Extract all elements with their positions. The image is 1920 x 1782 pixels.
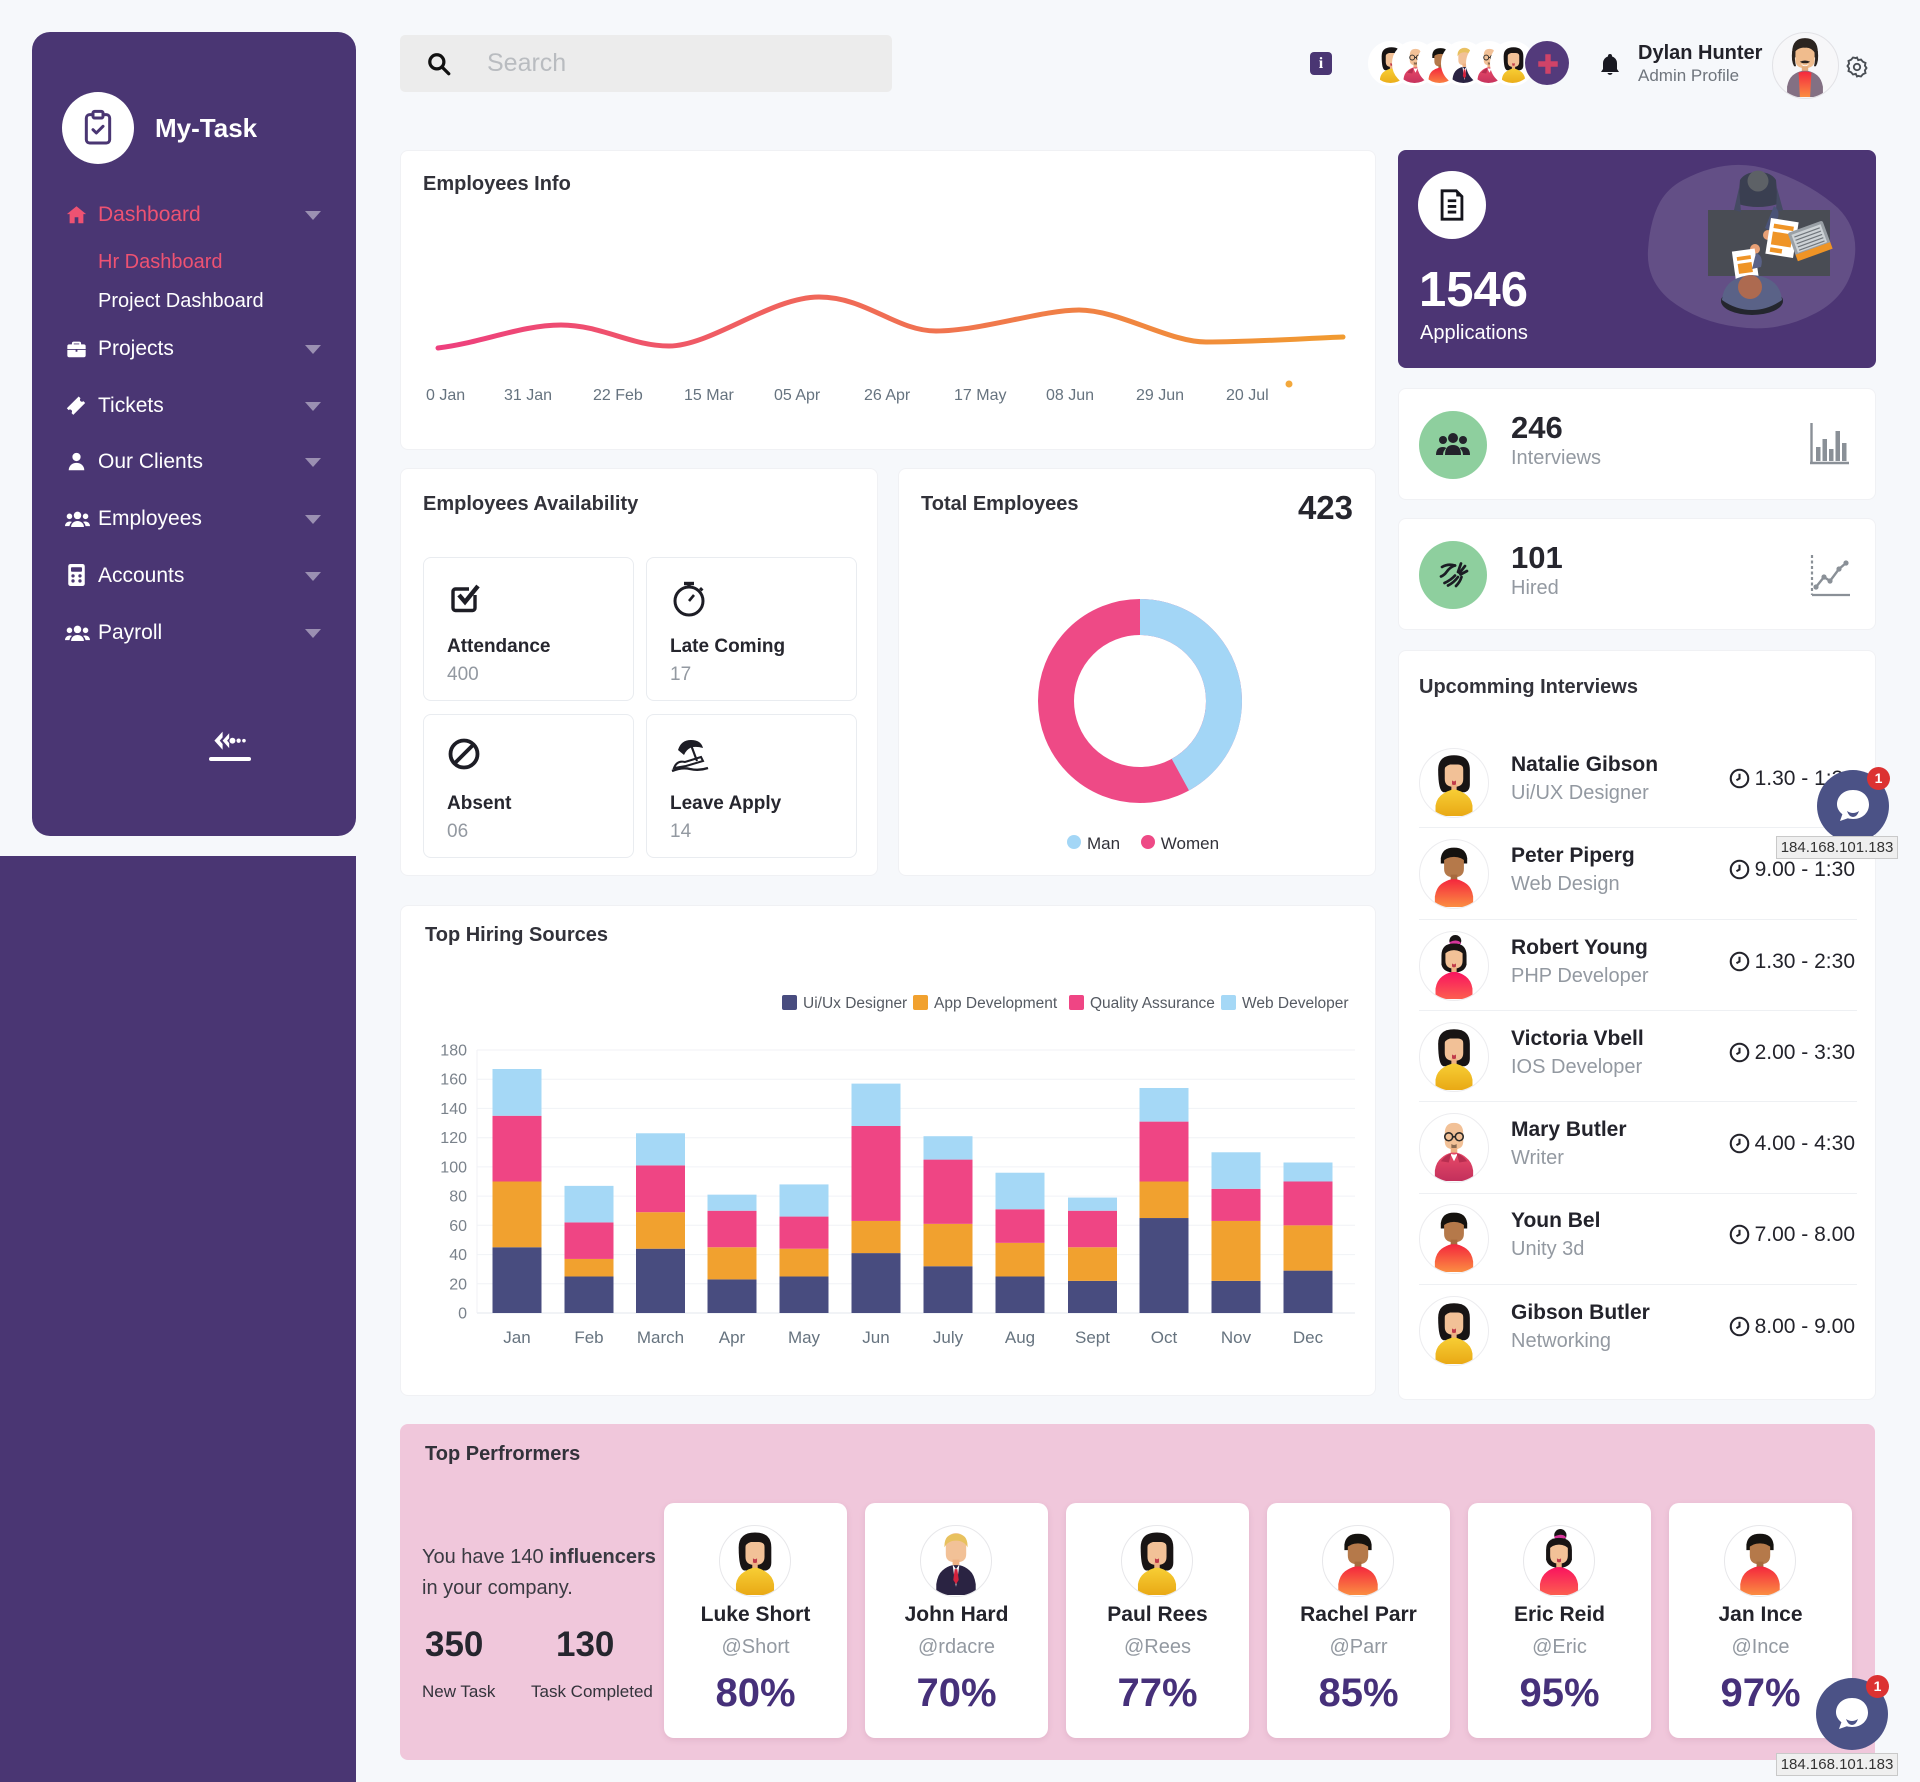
svg-text:Dec: Dec xyxy=(1293,1328,1324,1347)
svg-text:20: 20 xyxy=(449,1276,467,1293)
svg-text:Aug: Aug xyxy=(1005,1328,1035,1347)
svg-text:Sept: Sept xyxy=(1075,1328,1110,1347)
svg-text:120: 120 xyxy=(440,1130,467,1147)
svg-text:100: 100 xyxy=(440,1159,467,1176)
svg-text:July: July xyxy=(933,1328,964,1347)
svg-text:May: May xyxy=(788,1328,821,1347)
svg-text:Feb: Feb xyxy=(574,1328,603,1347)
svg-text:40: 40 xyxy=(449,1247,467,1264)
svg-text:Oct: Oct xyxy=(1151,1328,1178,1347)
svg-text:180: 180 xyxy=(440,1043,467,1060)
svg-text:Nov: Nov xyxy=(1221,1328,1252,1347)
svg-text:160: 160 xyxy=(440,1072,467,1089)
svg-text:Quality Assurance: Quality Assurance xyxy=(1090,995,1215,1012)
svg-text:80: 80 xyxy=(449,1189,467,1206)
svg-text:140: 140 xyxy=(440,1101,467,1118)
svg-text:March: March xyxy=(637,1328,684,1347)
svg-text:Web Developer: Web Developer xyxy=(1242,995,1349,1012)
svg-text:Jan: Jan xyxy=(503,1328,530,1347)
svg-text:App Development: App Development xyxy=(934,995,1058,1012)
svg-text:Ui/Ux Designer: Ui/Ux Designer xyxy=(803,995,907,1012)
svg-text:Apr: Apr xyxy=(719,1328,746,1347)
svg-text:0: 0 xyxy=(458,1306,467,1323)
svg-text:Jun: Jun xyxy=(862,1328,889,1347)
svg-text:60: 60 xyxy=(449,1218,467,1235)
